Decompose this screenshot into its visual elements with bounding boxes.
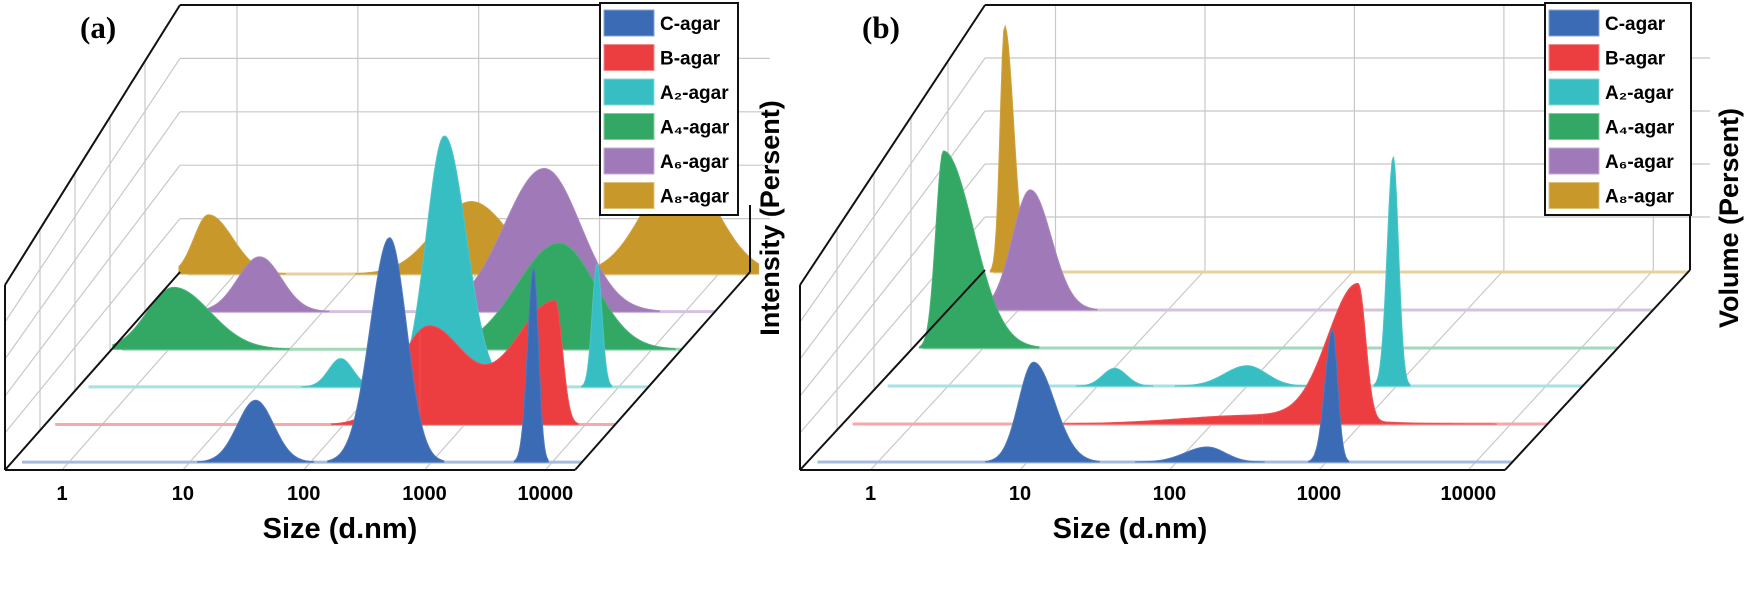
series-cagar	[22, 237, 582, 464]
side-wall-gridline	[799, 110, 986, 360]
legend-box	[599, 2, 739, 216]
x-tick-label: 10	[172, 483, 194, 505]
x-tick-label: 10	[1009, 483, 1031, 505]
peak-area	[972, 189, 1098, 311]
peak-area	[1075, 367, 1154, 387]
floor-right-edge	[1504, 269, 1691, 471]
legend-label: A₄-agar	[660, 118, 730, 139]
legend-swatch	[603, 182, 655, 209]
peak-area	[1017, 283, 1497, 425]
legend-swatch	[603, 44, 655, 71]
legend-swatch	[603, 9, 655, 37]
panel-a: 1 10 100 1000 10000 C-agar B-agar A₂-agar A₄-aga…	[4, 2, 770, 505]
x-tick-label: 1	[865, 483, 876, 505]
legend-swatch	[1548, 113, 1600, 140]
series-aagar	[887, 156, 1583, 388]
panel-b: 1 10 100 1000 10000 C-agar B-agar A₂-agar A₄-aga…	[799, 2, 1710, 505]
x-tick-label: 1000	[1297, 483, 1342, 505]
legend-label: A₈-agar	[660, 187, 730, 208]
legend-label: A₂-agar	[1605, 83, 1674, 104]
x-tick-label: 10000	[518, 483, 574, 505]
series-bagar	[852, 283, 1548, 426]
legend-label: C-agar	[1605, 14, 1666, 35]
floor-gridline	[1467, 269, 1654, 471]
legend-swatch	[1548, 44, 1600, 71]
y-axis-label-b: Volume (Persent)	[1714, 108, 1744, 328]
legend-swatch	[1548, 182, 1600, 209]
series-cagar	[817, 328, 1513, 464]
x-tick-label: 10000	[1441, 483, 1497, 505]
legend-label: A₆-agar	[660, 152, 729, 173]
floor-gridline	[544, 271, 721, 471]
legend-label: A₂-agar	[660, 83, 729, 104]
peak-area	[1174, 365, 1309, 387]
peak-area	[985, 361, 1100, 463]
legend: C-agar B-agar A₂-agar A₄-agar A₆-agar A₈-agar	[1544, 2, 1692, 216]
floor-left-edge	[4, 271, 181, 471]
x-axis-label-a: Size (d.nm)	[263, 513, 418, 545]
series-aagar	[958, 189, 1653, 312]
peak-area	[1373, 156, 1411, 387]
legend-label: B-agar	[1605, 49, 1666, 70]
peak-area	[1261, 283, 1383, 425]
peak-area	[197, 399, 315, 463]
side-wall-top-edge	[4, 4, 181, 286]
x-tick-label: 1000	[402, 483, 447, 505]
legend-label: A₄-agar	[1605, 118, 1675, 139]
floor-right-edge	[574, 271, 751, 471]
peak-area	[918, 150, 1040, 349]
legend-swatch	[1548, 147, 1600, 175]
side-wall-gridline	[4, 164, 181, 397]
legend-swatch	[603, 147, 655, 175]
side-wall-gridline	[4, 111, 181, 360]
floor-gridline	[1168, 269, 1355, 471]
peak-area	[581, 261, 613, 388]
x-tick-label: 100	[287, 483, 320, 505]
floor-gridline	[1318, 269, 1505, 471]
side-wall-gridline	[799, 57, 986, 323]
side-wall-gridline	[4, 218, 181, 434]
legend-label: A₆-agar	[1605, 152, 1674, 173]
legend-swatch	[1548, 78, 1600, 106]
side-wall-top-edge	[799, 4, 986, 286]
peak-area	[327, 237, 445, 463]
axes-frame	[799, 4, 1691, 471]
panel-label-a: (a)	[80, 10, 116, 45]
legend-box	[1544, 2, 1692, 216]
side-wall-gridline	[4, 58, 181, 323]
legend-label: A₈-agar	[1605, 187, 1675, 208]
y-axis-label-a: Intensity (Persent)	[755, 100, 785, 336]
legend-label: B-agar	[660, 49, 721, 70]
series-aagar	[918, 150, 1618, 350]
floor-gridline	[61, 271, 238, 471]
x-tick-label: 100	[1153, 483, 1186, 505]
legend-swatch	[1548, 9, 1600, 37]
legend: C-agar B-agar A₂-agar A₄-agar A₆-agar A₈-agar	[599, 2, 739, 216]
x-tick-label: 1	[56, 483, 67, 505]
legend-swatch	[603, 78, 655, 106]
peak-area	[189, 256, 330, 313]
axes-frame	[4, 4, 751, 471]
peak-area	[112, 286, 290, 350]
peak-area	[513, 267, 549, 463]
panel-label-b: (b)	[862, 10, 900, 45]
peak-area	[1135, 446, 1265, 463]
peak-area	[1308, 328, 1350, 463]
legend-label: C-agar	[660, 14, 721, 35]
floor-left-edge	[799, 269, 986, 471]
x-axis-label-b: Size (d.nm)	[1053, 513, 1208, 545]
floor-gridline	[182, 271, 359, 471]
legend-swatch	[603, 113, 655, 140]
